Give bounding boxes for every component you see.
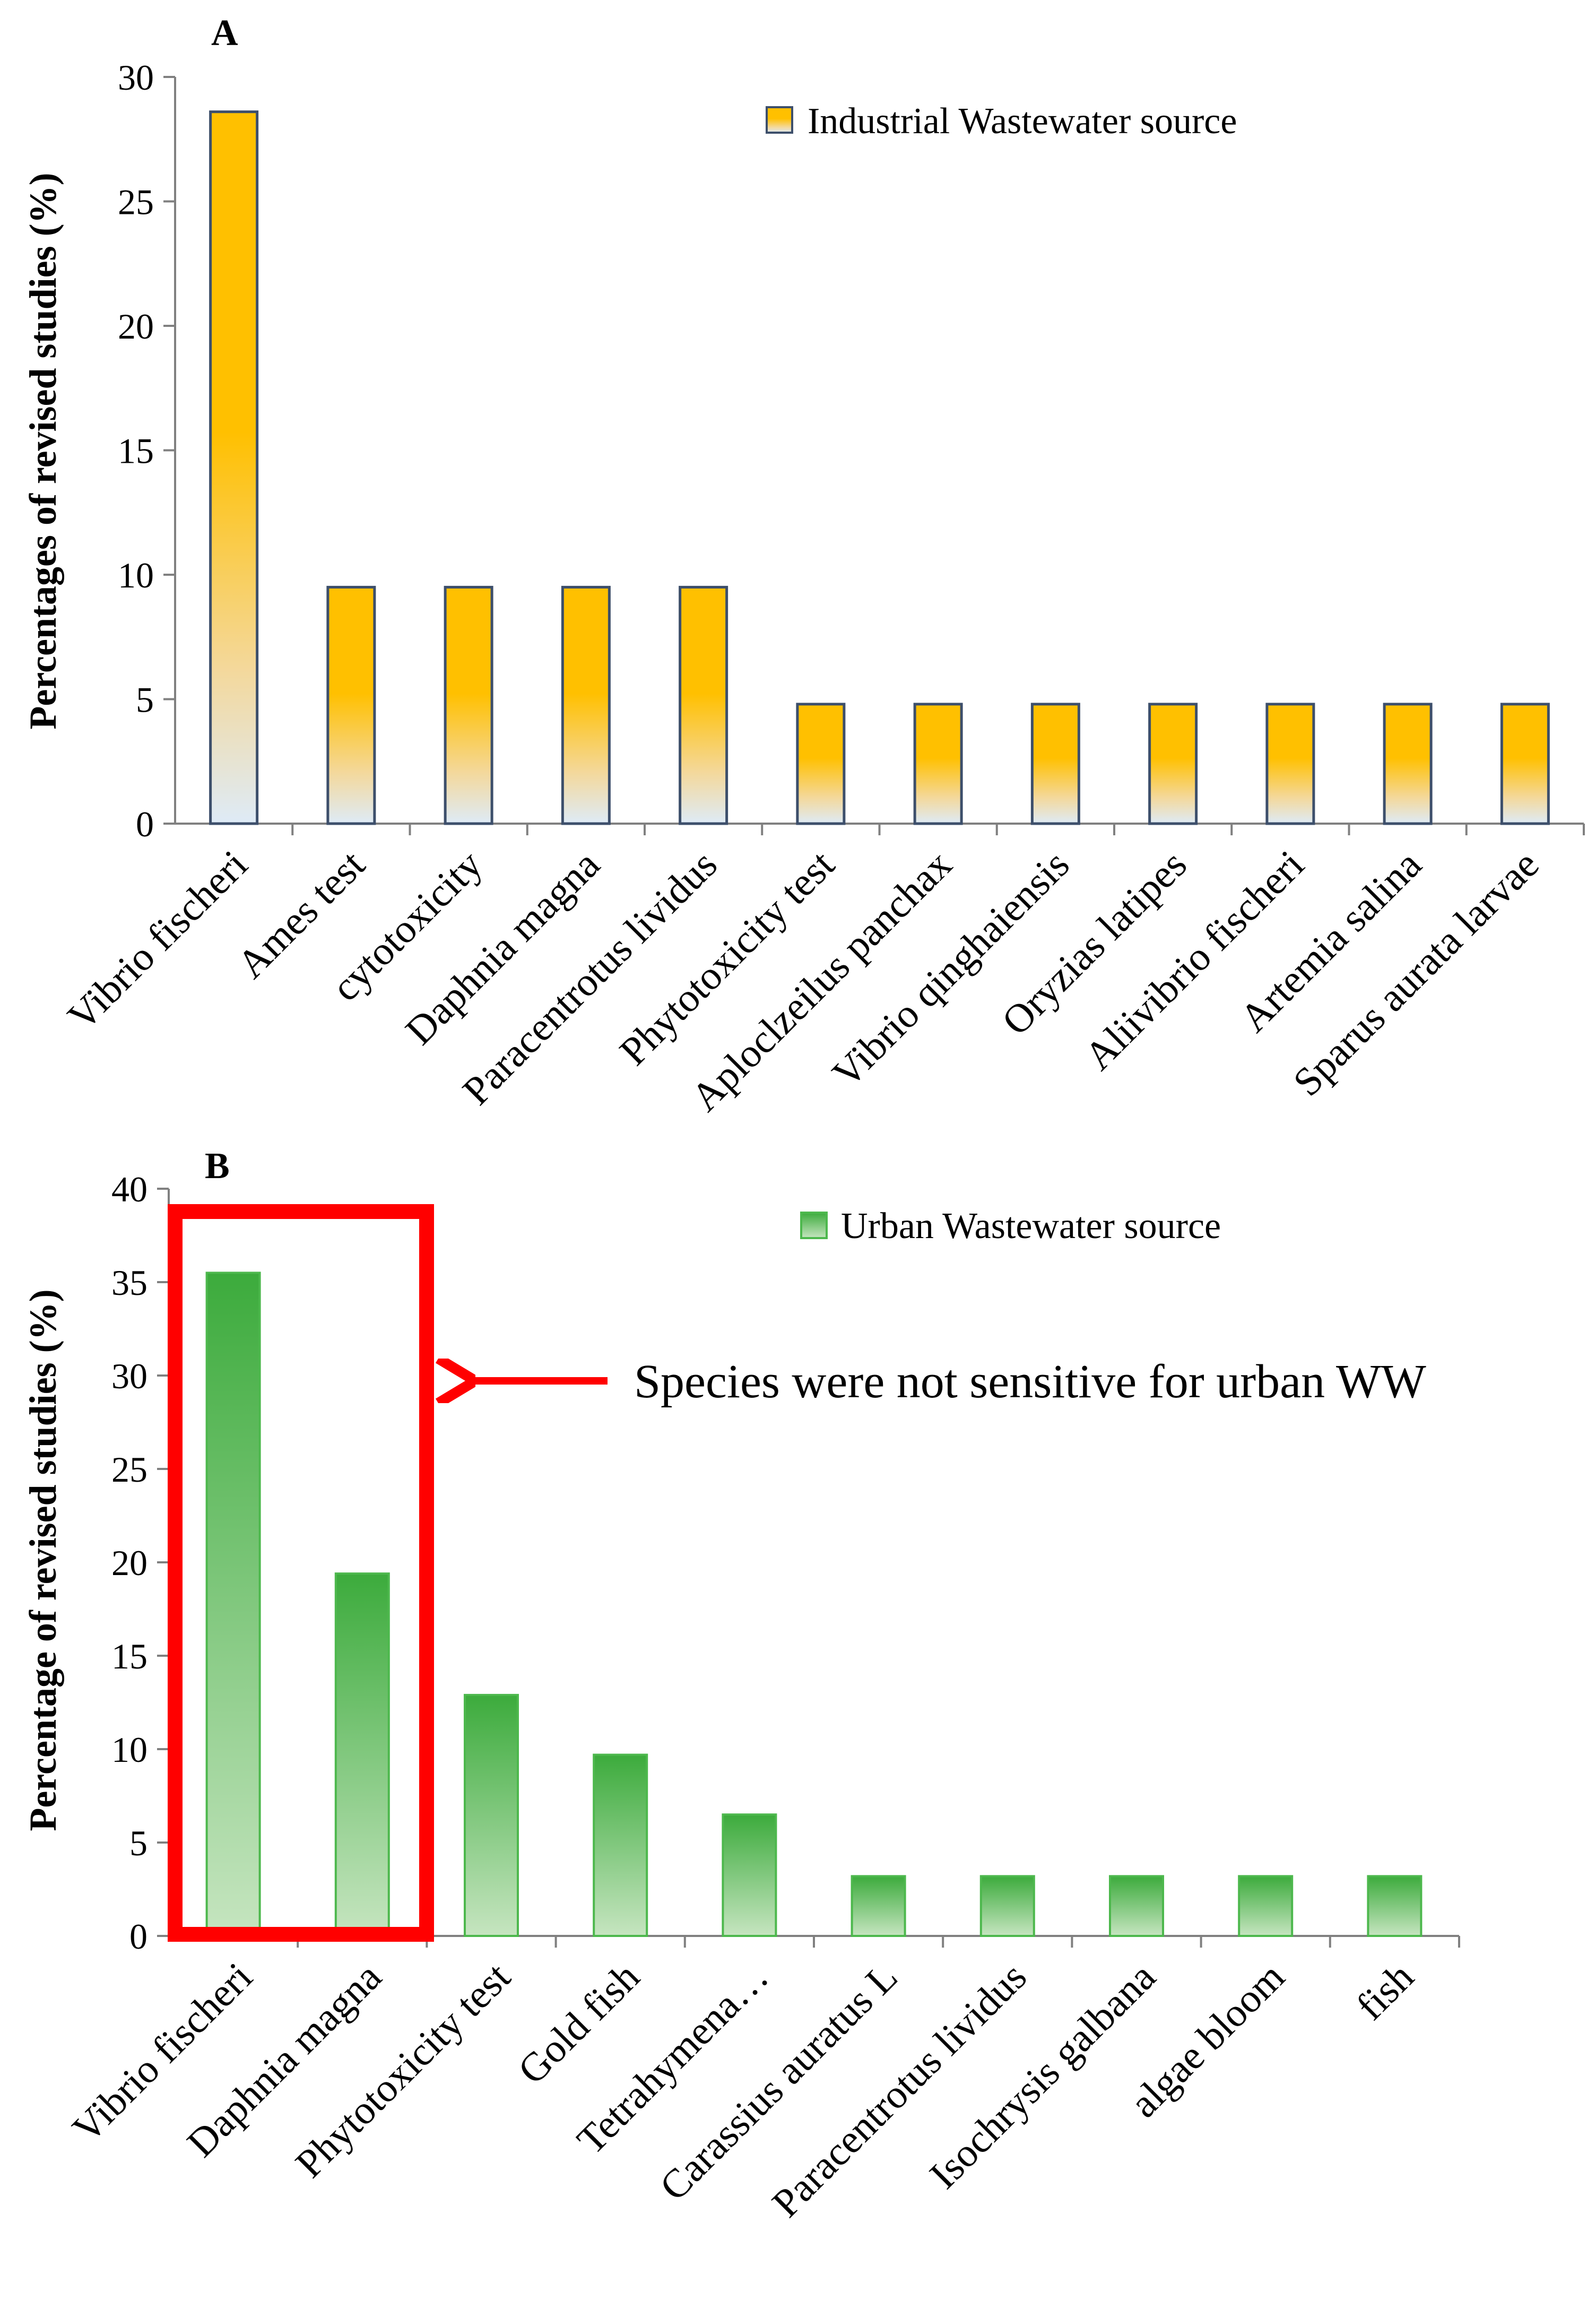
panel-a-y-tick-label: 10 — [118, 555, 154, 595]
bar-carassius-auratus-l — [851, 1875, 906, 1938]
panel-a-y-tick-label: 20 — [118, 306, 154, 347]
panel-b-y-tick-label: 5 — [129, 1823, 148, 1863]
panel-b-letter: B — [205, 1146, 230, 1187]
panel-a-y-tick-label: 0 — [136, 804, 154, 844]
category-label-vibrio-fischeri: Vibrio fischeri — [59, 842, 256, 1039]
panel-b-y-tick-label: 25 — [111, 1449, 148, 1490]
bar-daphnia-magna — [561, 585, 611, 825]
bar-paracentrotus-lividus — [679, 585, 728, 825]
panel-a-letter: A — [211, 13, 238, 54]
category-label-phytotoxicity-test: Phytotoxicity test — [611, 842, 843, 1074]
bar-algae-bloom — [1238, 1875, 1294, 1938]
annotation-text: Species were not sensitive for urban WW — [634, 1355, 1426, 1408]
category-label-carassius-auratus-l: Carassius auratus L — [651, 1955, 906, 2209]
panel-b-y-tick-label: 0 — [129, 1916, 148, 1957]
category-label-fish: fish — [1348, 1955, 1422, 2029]
bar-tetrahymena — [722, 1813, 777, 1937]
bar-isochrysis-galbana — [1109, 1875, 1164, 1938]
panel-a-y-tick-label: 15 — [118, 431, 154, 471]
panel-a-y-tick-label: 30 — [118, 57, 154, 98]
panel-b-y-tick-label: 30 — [111, 1356, 148, 1396]
panel-b-y-tick-label: 35 — [111, 1262, 148, 1303]
panel-b-legend-swatch — [800, 1212, 828, 1239]
bar-cytotoxicity — [444, 585, 493, 825]
category-label-isochrysis-galbana: Isochrysis galbana — [921, 1955, 1164, 2198]
bar-daphnia-magna — [334, 1572, 390, 1938]
panel-b-y-tick-label: 20 — [111, 1543, 148, 1583]
panel-b-bars — [205, 1272, 1460, 1948]
bar-vibrio-qinghaiensis — [1030, 703, 1080, 825]
panel-a-y-tick-label: 25 — [118, 182, 154, 222]
panel-a-legend-swatch — [766, 106, 793, 134]
chart-panel-b: B 0 5 10 15 20 25 30 35 40 Vibrio fischeriDaphni… — [22, 1146, 1460, 2226]
bar-paracentrotus-lividus — [979, 1875, 1035, 1938]
category-label-phytotoxicity-test: Phytotoxicity test — [287, 1955, 519, 2186]
bar-vibrio-fischeri — [209, 110, 259, 825]
panel-a-y-axis-label: Percentages of revised studies (%) — [22, 172, 64, 729]
panel-b-legend-label: Urban Wastewater source — [841, 1206, 1221, 1247]
category-label-aliivibrio-fischeri: Aliivibrio fischeri — [1076, 842, 1313, 1079]
bar-gold-fish — [593, 1753, 648, 1938]
bar-oryzias-latipes — [1148, 703, 1198, 825]
bar-vibrio-fischeri — [205, 1272, 261, 1937]
panel-b-y-tick-label: 15 — [111, 1636, 148, 1676]
panel-b-y-axis-label: Percentage of revised studies (%) — [22, 1289, 64, 1831]
category-label-paracentrotus-lividus: Paracentrotus lividus — [764, 1955, 1035, 2226]
panel-b-y-tick-label: 10 — [111, 1729, 148, 1770]
panel-b-y-ticks: 0 5 10 15 20 25 30 35 40 — [111, 1169, 169, 1957]
bar-phytotoxicity-test — [464, 1693, 519, 1937]
bar-artemia-salina — [1383, 703, 1433, 825]
highlight-box — [168, 1204, 434, 1942]
bar-aploclzeilus-panchax — [913, 703, 963, 825]
bar-sparus-aurata-larvae — [1500, 703, 1550, 825]
panel-a-legend: Industrial Wastewater source — [766, 101, 1237, 142]
panel-b-legend: Urban Wastewater source — [800, 1206, 1221, 1247]
panel-a-y-tick-label: 5 — [136, 680, 154, 720]
panel-a-bars — [209, 110, 1585, 835]
panel-a-y-ticks: 0 5 10 15 20 25 30 — [118, 57, 175, 844]
bar-ames-test — [326, 585, 376, 825]
bar-aliivibrio-fischeri — [1265, 703, 1315, 825]
bar-phytotoxicity-test — [796, 703, 846, 825]
bar-fish — [1367, 1875, 1422, 1938]
panel-b-y-tick-label: 40 — [111, 1169, 148, 1209]
panel-a-legend-label: Industrial Wastewater source — [808, 101, 1237, 142]
